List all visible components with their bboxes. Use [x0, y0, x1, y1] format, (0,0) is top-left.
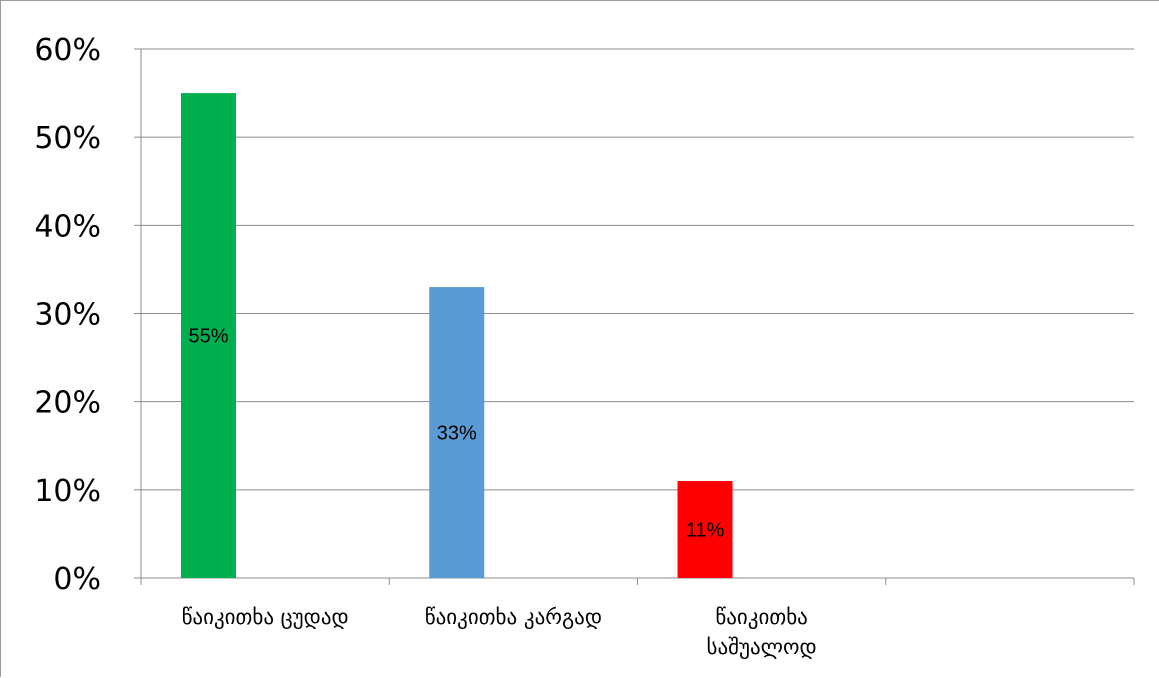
bar [677, 481, 733, 578]
x-category-label: წაიკითხა [715, 605, 807, 629]
x-category-label: საშუალოდ [707, 635, 817, 659]
x-category-label: წაიკითხა კარგად [425, 605, 602, 629]
y-tick-label: 20% [34, 386, 101, 421]
bar [429, 287, 485, 578]
data-label: 55% [188, 326, 228, 348]
data-label: 11% [686, 520, 725, 542]
y-tick-label: 30% [34, 298, 101, 333]
y-tick-label: 50% [34, 121, 101, 156]
y-tick-label: 0% [53, 562, 101, 597]
x-category-label: წაიკითხა ცუდად [182, 605, 349, 629]
bar [181, 93, 236, 578]
y-tick-label: 40% [34, 209, 101, 244]
y-tick-label: 10% [34, 474, 101, 509]
y-tick-label: 60% [34, 33, 101, 68]
data-label: 33% [437, 423, 477, 445]
